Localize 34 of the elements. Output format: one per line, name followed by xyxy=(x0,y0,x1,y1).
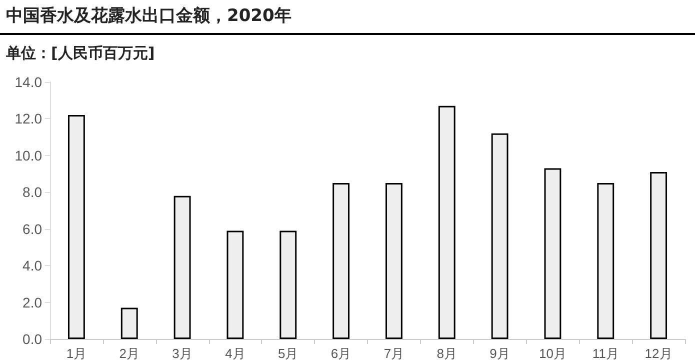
x-tick-label: 8月 xyxy=(436,346,457,361)
x-tick-label: 1月 xyxy=(66,346,87,361)
bar xyxy=(226,230,244,339)
x-tick-label: 3月 xyxy=(172,346,192,361)
y-tick-label: 12.0 xyxy=(14,110,42,127)
bar xyxy=(650,172,668,339)
x-tick-label: 11月 xyxy=(592,346,619,361)
x-tick-label: 10月 xyxy=(538,346,566,361)
y-tick-label: 0.0 xyxy=(22,331,42,347)
x-tick-label: 7月 xyxy=(384,346,404,361)
x-tick-label: 12月 xyxy=(644,346,672,361)
y-tick-label: 10.0 xyxy=(14,147,42,164)
bar xyxy=(332,182,350,339)
bar xyxy=(491,133,508,339)
x-tick-label: 2月 xyxy=(119,346,140,361)
y-tick-label: 4.0 xyxy=(22,258,42,274)
bar xyxy=(385,182,402,339)
bar xyxy=(280,230,297,339)
y-tick-label: 8.0 xyxy=(22,184,42,200)
bar xyxy=(120,308,138,339)
x-tick-label: 9月 xyxy=(490,346,510,361)
y-tick-label: 2.0 xyxy=(22,294,42,310)
bar xyxy=(544,168,562,339)
x-tick-label: 5月 xyxy=(278,346,298,361)
x-tick-label: 4月 xyxy=(225,346,246,361)
y-axis-title: 单位：[人民币百万元] xyxy=(6,44,155,63)
bar xyxy=(438,106,456,339)
bar xyxy=(174,196,191,339)
chart-title: 中国香水及花露水出口金额，2020年 xyxy=(6,5,292,27)
bar xyxy=(597,182,614,339)
x-tick-label: 6月 xyxy=(330,346,352,361)
y-tick-label: 14.0 xyxy=(14,74,42,90)
y-tick-label: 6.0 xyxy=(22,220,42,237)
bar xyxy=(68,115,85,339)
